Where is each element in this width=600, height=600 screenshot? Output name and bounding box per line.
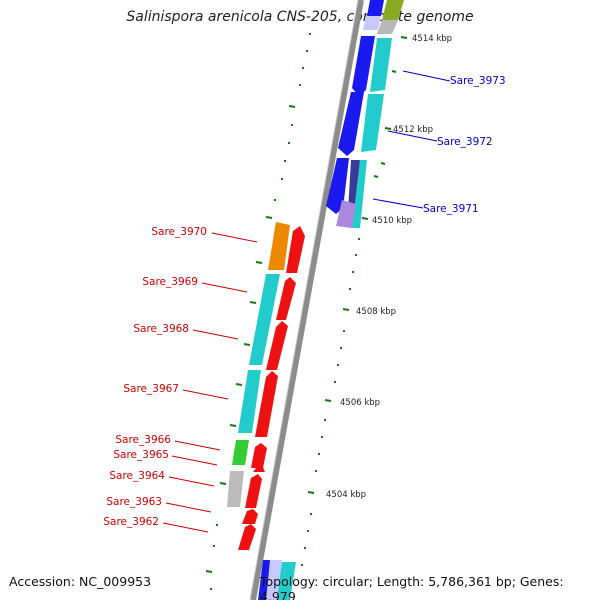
cds-feature [338, 92, 364, 156]
forward-gene-labels[interactable]: Sare_3973 Sare_3972 Sare_3971 [372, 70, 506, 215]
cds-feature [348, 160, 360, 212]
cds-feature [352, 160, 367, 228]
gene-label[interactable]: Sare_3973 [450, 75, 506, 87]
kbp-label: 4504 kbp [326, 490, 366, 500]
genome-backbone [249, 0, 364, 600]
kbp-label: 4508 kbp [356, 307, 396, 317]
cds-feature [336, 200, 356, 228]
cds-feature [245, 474, 262, 508]
cds-feature [382, 0, 404, 20]
cds-feature [255, 371, 278, 437]
gene-label[interactable]: Sare_3962 [103, 516, 159, 528]
gene-label[interactable]: Sare_3963 [106, 496, 162, 508]
cds-feature [352, 36, 375, 96]
cds-feature [268, 222, 290, 270]
kbp-label: 4510 kbp [372, 216, 412, 226]
accession-text: Accession: NC_009953 [9, 574, 152, 589]
gene-label[interactable]: Sare_3972 [437, 136, 493, 148]
minor-tick-marks [210, 33, 360, 590]
cds-feature [251, 443, 267, 468]
gene-label[interactable]: Sare_3968 [133, 323, 189, 335]
kbp-label: 4506 kbp [340, 398, 380, 408]
cds-feature [266, 560, 282, 600]
reverse-gene-labels[interactable]: Sare_3970 Sare_3969 Sare_3968 Sare_3967 … [103, 226, 258, 533]
gene-label[interactable]: Sare_3964 [109, 470, 165, 482]
reverse-strand-features [227, 222, 305, 600]
cds-feature [249, 274, 280, 365]
cds-feature [227, 471, 244, 507]
cds-feature [370, 38, 392, 92]
cds-feature [276, 277, 296, 320]
gene-label[interactable]: Sare_3967 [123, 383, 179, 395]
cds-feature [242, 509, 258, 524]
kbp-labels: 4514 kbp 4512 kbp 4510 kbp 4508 kbp 4506… [326, 34, 452, 500]
cds-feature [367, 0, 384, 16]
cds-feature [361, 94, 384, 152]
cds-feature [377, 20, 398, 34]
gene-label[interactable]: Sare_3965 [113, 449, 169, 461]
major-tick-marks [205, 36, 408, 573]
cds-feature [276, 562, 296, 600]
cds-feature [266, 321, 288, 370]
cds-feature [238, 524, 256, 550]
cds-feature [363, 16, 381, 30]
kbp-label: 4514 kbp [412, 34, 452, 44]
forward-strand-features [326, 0, 404, 228]
gene-label[interactable]: Sare_3969 [142, 276, 198, 288]
kbp-label: 4512 kbp [393, 125, 433, 135]
cds-feature [232, 440, 249, 465]
cds-feature [286, 226, 305, 273]
gene-label[interactable]: Sare_3971 [423, 203, 479, 215]
gene-label[interactable]: Sare_3966 [115, 434, 171, 446]
cds-feature [253, 465, 265, 472]
cds-feature [326, 158, 349, 214]
cds-feature [238, 370, 261, 433]
gene-label[interactable]: Sare_3970 [151, 226, 207, 238]
topology-text: Topology: circular; Length: 5,786,361 bp… [260, 574, 564, 600]
